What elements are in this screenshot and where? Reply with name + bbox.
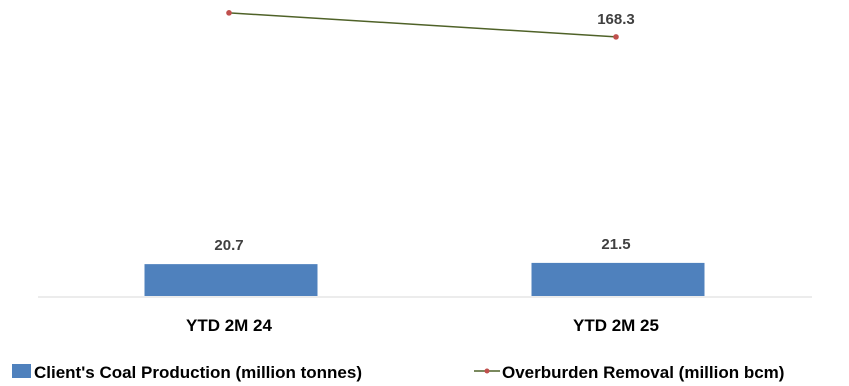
legend-label-overburden-removal: Overburden Removal (million bcm) [502,363,784,382]
line-point-2 [613,34,619,40]
x-axis-ticks: YTD 2M 24 YTD 2M 25 [186,316,659,335]
line-value-label: 168.3 [597,11,635,28]
bar-2 [531,262,705,296]
plot-area [144,10,705,296]
line-point-1 [226,10,232,16]
overburden-line [228,12,617,38]
legend-label-coal-production: Client's Coal Production (million tonnes… [34,363,362,382]
bar-value-label: 21.5 [601,236,630,253]
x-tick-label: YTD 2M 24 [186,316,273,335]
legend-swatch-marker [484,368,490,374]
legend-swatch-bar [12,364,31,378]
bar-value-label: 20.7 [214,237,243,254]
legend: Client's Coal Production (million tonnes… [12,363,784,382]
line-value-label: 183.9 [210,0,248,4]
bar-1 [144,264,318,296]
data-labels: 20.7 21.5 183.9 168.3 [210,0,635,254]
x-tick-label: YTD 2M 25 [573,316,659,335]
